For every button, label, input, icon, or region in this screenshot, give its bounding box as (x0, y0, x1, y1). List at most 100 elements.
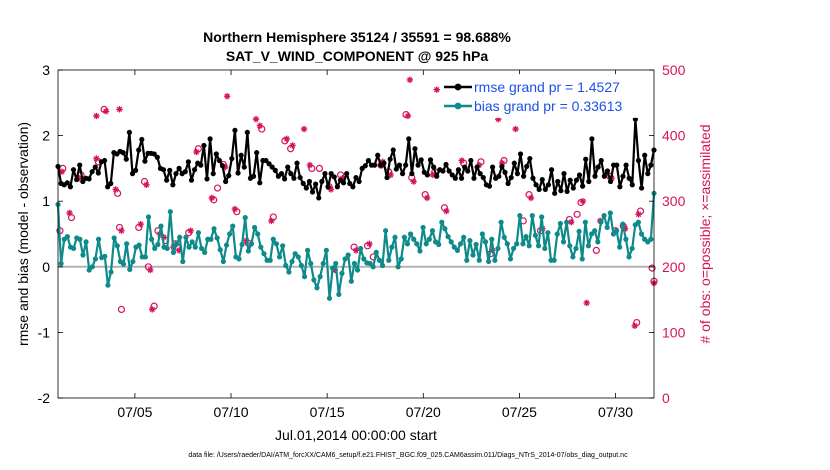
rmse-series-point (477, 171, 483, 177)
rmse-series-point (77, 162, 83, 168)
rmse-series-point (278, 171, 285, 177)
rmse-series-point (328, 171, 334, 177)
rmse-series-point (101, 157, 108, 164)
rmse-series-point (160, 167, 167, 173)
bias-series-point (102, 253, 108, 259)
bias-series-point (345, 252, 351, 258)
rmse-series-point (440, 168, 446, 174)
left-tick-label: 0 (42, 259, 50, 275)
rmse-series-point (216, 157, 223, 164)
bias-series-point (58, 260, 64, 267)
rmse-series-point (614, 162, 620, 168)
bias-series-point (180, 258, 186, 265)
rmse-series-point (108, 180, 114, 187)
bias-series-point (305, 247, 311, 253)
rmse-series-point (607, 178, 614, 185)
rmse-series-point (198, 162, 204, 168)
rmse-series-point (499, 163, 505, 170)
bias-series-point (280, 243, 286, 249)
bias-series-point (192, 244, 198, 250)
rmse-series-point (645, 171, 651, 177)
bias-series-point (436, 241, 442, 248)
bias-series-point (329, 265, 336, 271)
bias-series-point (423, 241, 429, 247)
bias-series-point (92, 256, 99, 262)
obs-assimilated-marker (300, 125, 308, 133)
bias-series-point (261, 251, 267, 257)
obs-assimilated-marker (231, 205, 239, 213)
obs-assimilated-marker (331, 266, 339, 274)
x-tick-label: 07/15 (310, 404, 345, 420)
rmse-series-point (580, 183, 586, 189)
rmse-series-point (191, 167, 198, 173)
rmse-series-point (257, 180, 263, 186)
bias-series-point (411, 236, 417, 242)
obs-assimilated-marker (143, 181, 150, 188)
bias-series-point (454, 247, 461, 253)
rmse-series-point (285, 164, 291, 170)
obs-assimilated-marker (75, 175, 83, 182)
rmse-series-point (95, 170, 101, 176)
rmse-series-point (167, 167, 173, 173)
bias-series-point (529, 213, 535, 219)
rmse-series-point (418, 157, 424, 163)
bias-series-point (351, 260, 358, 267)
rmse-series-point (340, 180, 347, 186)
bias-series-point (236, 256, 242, 262)
obs-possible-marker (117, 305, 126, 314)
x-axis-label: Jul.01,2014 00:00:00 start (275, 427, 437, 443)
rmse-series-point (586, 178, 592, 185)
left-tick-label: -1 (38, 324, 51, 340)
bias-series-point (71, 245, 77, 252)
bias-series-point (638, 231, 645, 237)
rmse-series-point (372, 162, 378, 168)
rmse-series-point (362, 163, 368, 169)
rmse-series-point (511, 160, 517, 166)
bias-series-point (598, 219, 604, 225)
bias-series-point (620, 221, 626, 227)
rmse-series-point (576, 172, 583, 178)
bias-series-point (189, 239, 195, 245)
obs-assimilated-marker (149, 306, 156, 313)
legend-bias-label: bias grand pr = 0.33613 (474, 98, 622, 114)
rmse-series-point (309, 189, 316, 195)
rmse-series-point (545, 182, 552, 188)
right-tick-label: 100 (662, 324, 686, 340)
rmse-series-point (471, 175, 477, 181)
bias-series-point (242, 215, 248, 221)
bias-series-point (158, 223, 164, 229)
rmse-series-point (424, 172, 430, 178)
rmse-series-point (496, 173, 502, 179)
bias-series-point (517, 213, 523, 219)
bias-series-point (479, 231, 485, 237)
bias-series-point (539, 214, 545, 220)
bias-series-point (626, 254, 632, 260)
obs-assimilated-marker (406, 76, 414, 84)
x-tick-label: 07/25 (502, 404, 537, 420)
bias-series-point (392, 234, 398, 240)
bias-series-point (283, 262, 289, 269)
bias-series-point (273, 241, 280, 247)
bias-series-point (551, 257, 557, 263)
bias-series-point (298, 262, 304, 269)
rmse-series-point (536, 186, 542, 192)
bias-series-point (130, 258, 136, 265)
obs-possible-marker (648, 264, 656, 272)
bias-series-point (520, 241, 526, 247)
bias-series-point (211, 226, 217, 232)
rmse-series-point (648, 162, 654, 168)
rmse-series-point (254, 150, 260, 156)
bias-series-point (476, 257, 482, 263)
bias-series-point (498, 219, 504, 225)
rmse-series-point (573, 177, 579, 183)
bias-series-point (501, 234, 507, 240)
bias-series-point (613, 228, 620, 234)
legend-rmse-marker (454, 83, 462, 91)
rmse-series-point (188, 177, 195, 183)
bias-series-point (470, 252, 476, 258)
series-layer (55, 116, 657, 301)
rmse-series-point (266, 161, 272, 167)
bias-series-point (473, 241, 479, 248)
bias-series-point (177, 234, 183, 240)
bias-series-point (467, 237, 473, 244)
